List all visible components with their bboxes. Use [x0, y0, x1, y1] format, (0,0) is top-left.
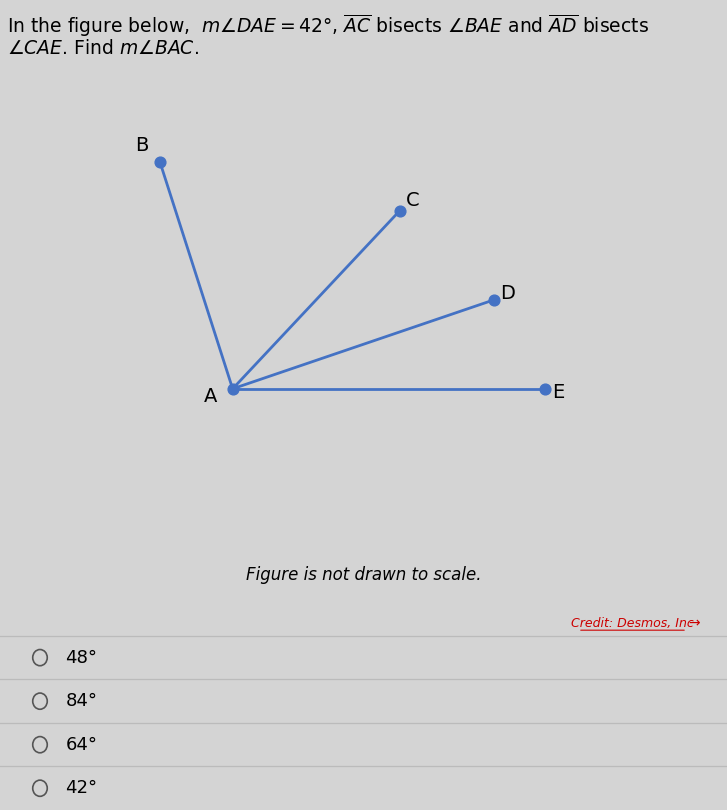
Point [539, 382, 551, 395]
Text: →: → [688, 616, 700, 631]
Text: Credit: Desmos, Inc: Credit: Desmos, Inc [571, 617, 694, 630]
Text: D: D [500, 284, 515, 303]
Text: C: C [406, 191, 419, 211]
Text: Figure is not drawn to scale.: Figure is not drawn to scale. [246, 566, 481, 584]
Point [154, 156, 166, 168]
Point [489, 293, 500, 306]
Text: $\angle CAE$. Find $m\angle BAC$.: $\angle CAE$. Find $m\angle BAC$. [7, 39, 199, 58]
Text: 42°: 42° [65, 779, 97, 797]
Text: 64°: 64° [65, 735, 97, 753]
Point [227, 382, 238, 395]
Point [394, 204, 406, 217]
Text: B: B [135, 136, 148, 156]
Text: 48°: 48° [65, 649, 97, 667]
Text: A: A [204, 387, 217, 407]
Text: 84°: 84° [65, 693, 97, 710]
Text: In the figure below,  $m\angle DAE = 42°$, $\overline{AC}$ bisects $\angle BAE$ : In the figure below, $m\angle DAE = 42°$… [7, 12, 649, 39]
Text: E: E [553, 383, 564, 403]
